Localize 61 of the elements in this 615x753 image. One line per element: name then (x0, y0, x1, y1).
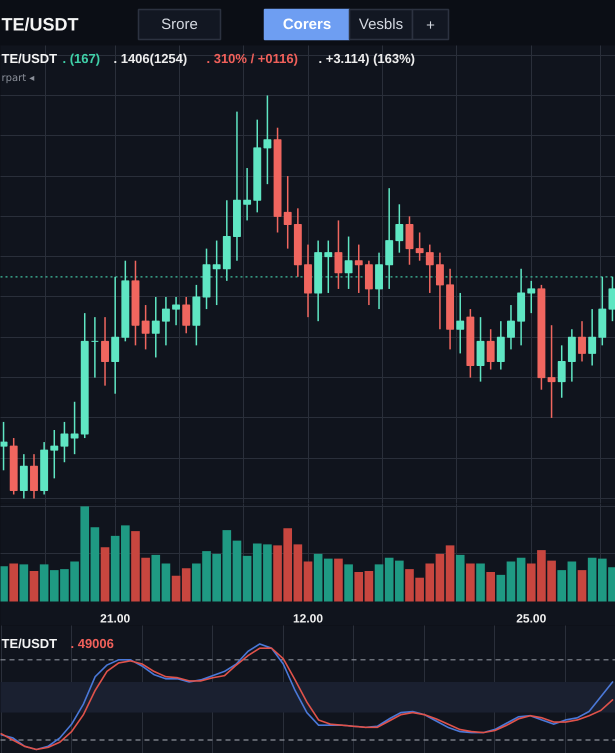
annotation: . 49006 (70, 636, 114, 651)
chart-title: TE/USDT (2, 636, 58, 651)
x-tick-label: 12.00 (292, 612, 324, 626)
bar (486, 572, 495, 602)
candlestick (50, 429, 58, 480)
candlestick (426, 244, 434, 294)
bar (334, 558, 343, 602)
candlestick (101, 316, 109, 386)
text: Corers (282, 16, 332, 33)
bar (446, 545, 454, 602)
bar (20, 564, 28, 602)
candlestick (172, 296, 180, 326)
candlestick (588, 308, 596, 366)
candlestick (354, 244, 363, 294)
text: Srore (161, 16, 198, 33)
candlestick (548, 324, 556, 419)
text: . (167) (62, 51, 100, 66)
candlestick (456, 292, 464, 354)
candlestick (578, 320, 586, 362)
candlestick (507, 304, 515, 350)
bar (476, 563, 485, 602)
candlestick (243, 167, 252, 222)
candlestick (263, 94, 272, 185)
chart-title: TE/USDT (2, 51, 58, 66)
bar (344, 564, 353, 602)
bar (466, 563, 475, 602)
bar (30, 571, 38, 602)
text: Vesbls (358, 16, 404, 33)
candlestick (182, 296, 190, 334)
text: . 1406(1254) (114, 51, 188, 66)
candlestick (436, 252, 444, 330)
text: . +3.114) (163%) (318, 51, 415, 66)
bar (9, 563, 18, 602)
x-tick-label: 21.00 (100, 612, 131, 626)
x-tick-label: 25.00 (516, 612, 547, 626)
candlestick (90, 316, 99, 378)
candlestick (162, 296, 170, 346)
candlestick (334, 220, 342, 290)
bar (578, 570, 586, 602)
candlestick (395, 204, 404, 254)
candlestick (558, 344, 566, 398)
text: TE/USDT (2, 14, 79, 34)
bar (547, 560, 556, 602)
candlestick (212, 240, 221, 306)
bar (456, 554, 465, 602)
candlestick (0, 421, 8, 472)
candlestick (70, 401, 79, 455)
candlestick (152, 296, 160, 358)
candlestick (486, 328, 495, 370)
candlestick (284, 175, 292, 250)
text: rpart ◂ (2, 73, 34, 84)
bar (100, 547, 110, 602)
text: . 310% / +0116) (206, 51, 298, 66)
candlestick (60, 421, 68, 463)
candlestick (527, 280, 536, 314)
candlestick (416, 232, 424, 262)
candlestick (324, 240, 332, 294)
candlestick (142, 304, 150, 350)
candlestick (344, 236, 353, 290)
bar (0, 566, 8, 602)
text: + (426, 17, 436, 34)
